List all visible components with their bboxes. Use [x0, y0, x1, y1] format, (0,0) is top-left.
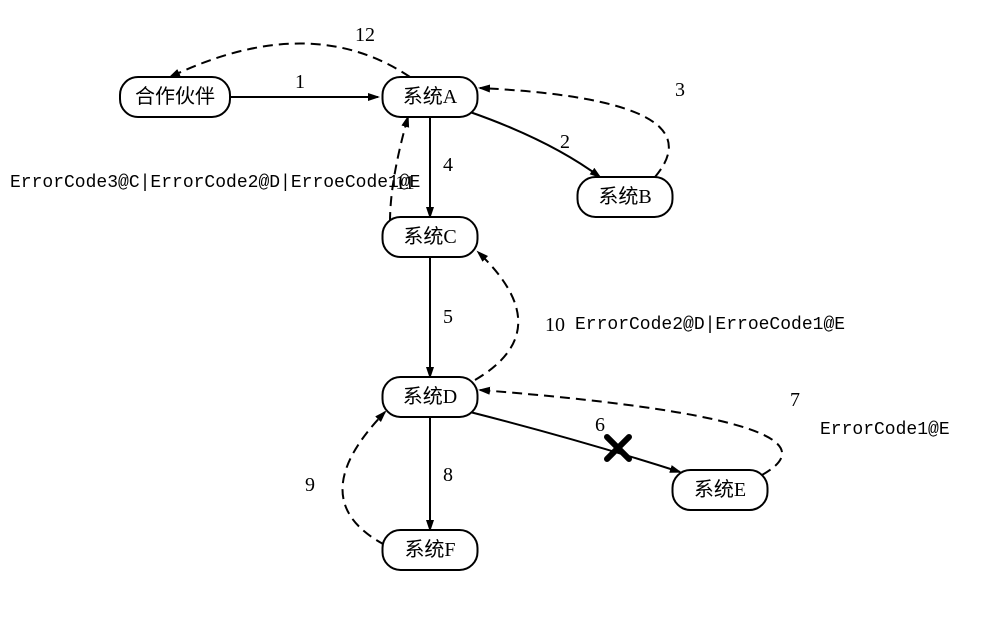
annotation-0: ErrorCode3@C|ErrorCode2@D|ErroeCode1@E [10, 173, 420, 193]
edge-label-7: 7 [790, 389, 800, 411]
edge-6 [470, 412, 680, 472]
node-C: 系统C [383, 217, 478, 257]
edge-label-4: 4 [443, 154, 453, 176]
annotation-1: ErrorCode2@D|ErroeCode1@E [575, 315, 845, 335]
node-F: 系统F [383, 530, 478, 570]
node-B: 系统B [578, 177, 673, 217]
flow-diagram: 合作伙伴系统A系统B系统C系统D系统E系统F123456789101112Err… [0, 0, 1000, 627]
annotation-2: ErrorCode1@E [820, 420, 950, 440]
edge-11 [390, 117, 408, 222]
node-label-F: 系统F [404, 538, 455, 561]
edge-2 [470, 112, 600, 177]
edge-label-10: 10 [545, 314, 565, 336]
edge-label-2: 2 [560, 131, 570, 153]
edge-3 [480, 88, 669, 177]
node-label-A: 系统A [403, 85, 458, 108]
node-partner: 合作伙伴 [120, 77, 230, 117]
edge-10 [475, 252, 518, 380]
node-E: 系统E [673, 470, 768, 510]
edge-label-3: 3 [675, 79, 685, 101]
edge-label-12: 12 [355, 24, 375, 46]
node-label-D: 系统D [403, 385, 457, 408]
node-label-C: 系统C [403, 225, 456, 248]
node-label-B: 系统B [598, 185, 651, 208]
edge-label-6: 6 [595, 414, 605, 436]
node-A: 系统A [383, 77, 478, 117]
edge-12 [170, 44, 410, 78]
node-D: 系统D [383, 377, 478, 417]
node-label-partner: 合作伙伴 [135, 85, 215, 108]
edge-label-8: 8 [443, 464, 453, 486]
edge-label-9: 9 [305, 474, 315, 496]
node-label-E: 系统E [694, 478, 746, 501]
cross-mark [607, 437, 629, 459]
edge-9 [343, 412, 386, 545]
edge-label-5: 5 [443, 306, 453, 328]
edge-labels-layer: 123456789101112 [295, 24, 800, 496]
edge-label-1: 1 [295, 71, 305, 93]
edge-7 [480, 390, 782, 475]
